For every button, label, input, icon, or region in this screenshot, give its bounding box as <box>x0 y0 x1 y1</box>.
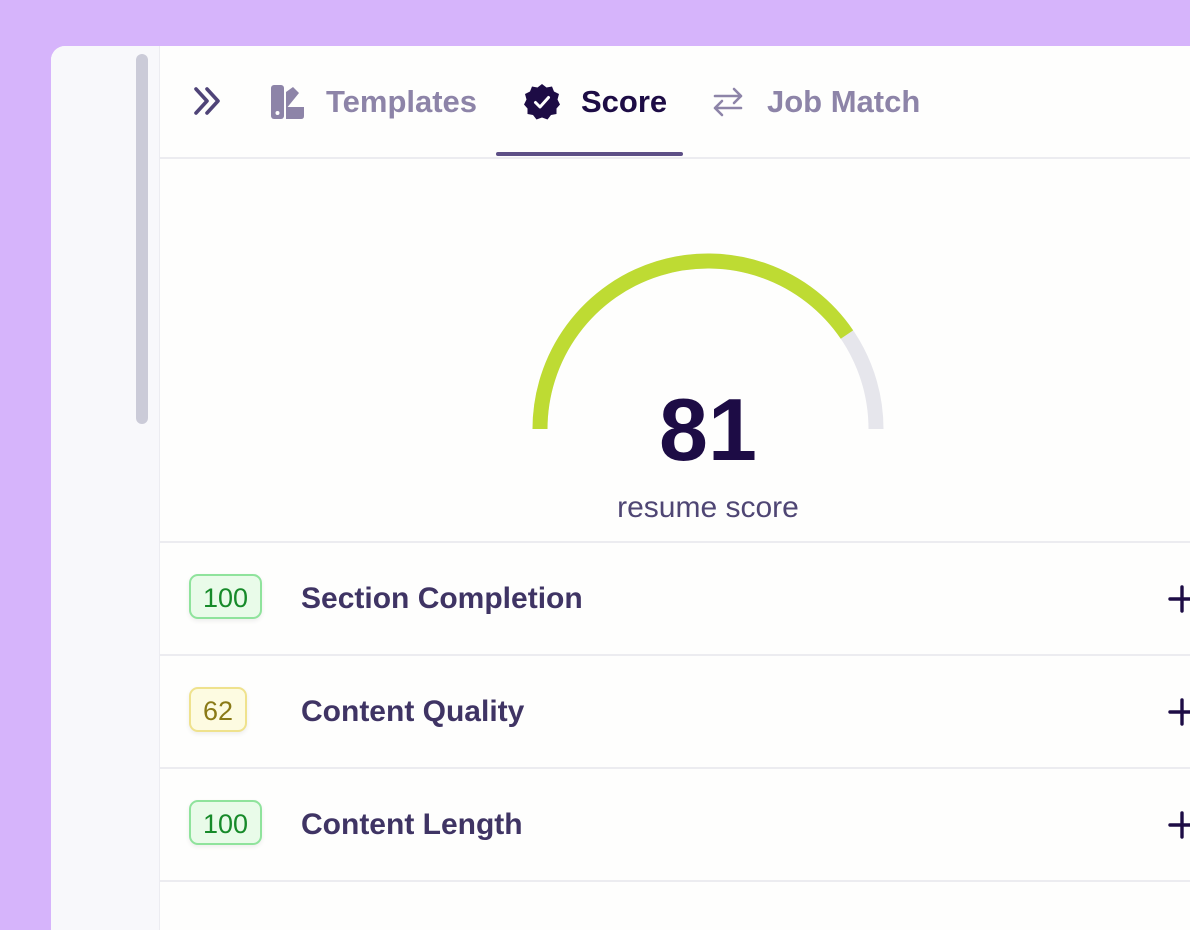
tab-templates[interactable]: Templates <box>268 46 477 157</box>
score-caption: resume score <box>617 491 799 524</box>
tab-job-match[interactable]: Job Match <box>709 46 920 157</box>
score-panel: Templates Score Job Ma <box>160 46 1190 930</box>
gauge-fill <box>532 253 854 430</box>
app-window: Templates Score Job Ma <box>51 46 1190 930</box>
category-row-section-completion[interactable]: 100 Section Completion <box>160 543 1190 656</box>
plus-icon[interactable] <box>1168 698 1190 726</box>
category-row-content-quality[interactable]: 62 Content Quality <box>160 656 1190 769</box>
active-tab-indicator <box>496 152 683 156</box>
badge-check-icon <box>523 83 561 121</box>
category-title: Content Length <box>301 808 523 841</box>
chevrons-right-icon <box>194 87 220 115</box>
tab-templates-label: Templates <box>326 83 478 119</box>
category-row-content-length[interactable]: 100 Content Length <box>160 769 1190 882</box>
tab-score-label: Score <box>581 83 668 119</box>
score-badge: 100 <box>189 574 263 619</box>
tab-score[interactable]: Score <box>523 46 667 157</box>
score-badge: 100 <box>189 800 263 845</box>
tab-bar: Templates Score Job Ma <box>160 46 1190 159</box>
arrows-swap-icon <box>709 83 747 121</box>
expand-panel-button[interactable] <box>192 84 226 118</box>
category-title: Content Quality <box>301 695 525 728</box>
score-gauge: 81 resume score <box>525 246 891 536</box>
plus-icon[interactable] <box>1168 585 1190 613</box>
swatch-book-icon <box>268 83 306 121</box>
score-value: 81 <box>659 380 757 479</box>
plus-icon[interactable] <box>1168 811 1190 839</box>
category-title: Section Completion <box>301 582 583 615</box>
scrollbar[interactable] <box>136 54 148 424</box>
score-badge: 62 <box>189 687 248 732</box>
category-list: 100 Section Completion 62 Content Qualit… <box>160 541 1190 882</box>
editor-pane <box>51 46 160 930</box>
tab-job-match-label: Job Match <box>767 83 921 119</box>
